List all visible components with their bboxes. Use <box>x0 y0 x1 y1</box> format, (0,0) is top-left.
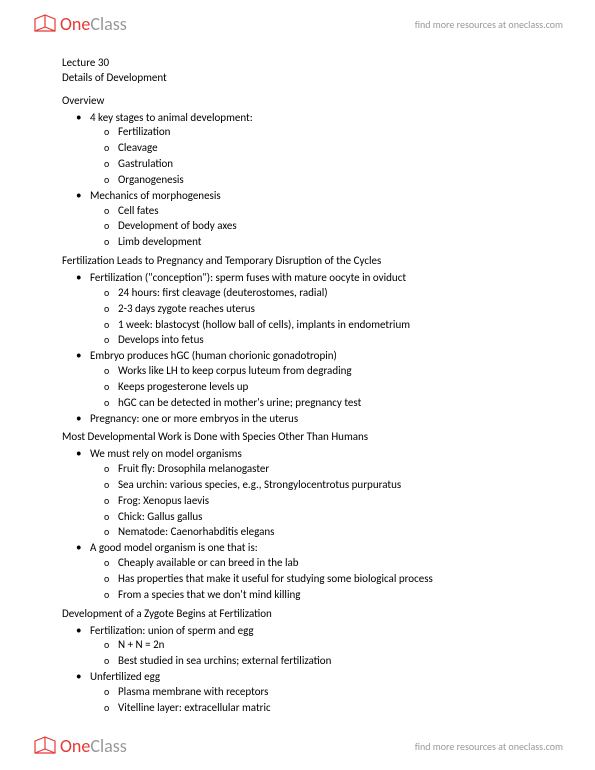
list-item-text: Pregnancy: one or more embryos in the ut… <box>90 412 298 425</box>
list-item: Fruit fly: Drosophila melanogaster <box>118 462 533 477</box>
list-item: Fertilization <box>118 125 533 140</box>
sub-bullet-list: Plasma membrane with receptorsVitelline … <box>90 685 533 716</box>
list-item-text: Mechanics of morphogenesis <box>90 189 221 202</box>
list-item: 24 hours: first cleavage (deuterostomes,… <box>118 286 533 301</box>
footer-tagline: find more resources at oneclass.com <box>415 740 563 753</box>
section-heading: Development of a Zygote Begins at Fertil… <box>62 607 533 622</box>
list-item: Gastrulation <box>118 157 533 172</box>
list-item: Chick: Gallus gallus <box>118 510 533 525</box>
list-item-text: A good model organism is one that is: <box>90 541 258 554</box>
header-tagline: find more resources at oneclass.com <box>415 18 563 31</box>
list-item: Cell fates <box>118 204 533 219</box>
list-item-text: Fertilization: union of sperm and egg <box>90 624 254 637</box>
sub-bullet-list: N + N = 2nBest studied in sea urchins; e… <box>90 638 533 669</box>
list-item: 4 key stages to animal development:Ferti… <box>90 111 533 188</box>
brand-logo: OneClass <box>32 13 127 35</box>
sub-bullet-list: Cheaply available or can breed in the la… <box>90 556 533 603</box>
list-item: 1 week: blastocyst (hollow ball of cells… <box>118 318 533 333</box>
list-item: Cleavage <box>118 141 533 156</box>
list-item: Mechanics of morphogenesis Cell fatesDeve… <box>90 189 533 250</box>
sub-bullet-list: Cell fatesDevelopment of body axesLimb d… <box>90 204 533 251</box>
title-block: Lecture 30 Details of Development <box>62 56 533 86</box>
section-heading: Fertilization Leads to Pregnancy and Tem… <box>62 254 533 269</box>
list-item: Vitelline layer: extracellular matric <box>118 701 533 716</box>
list-item: Cheaply available or can breed in the la… <box>118 556 533 571</box>
sub-bullet-list: Fruit fly: Drosophila melanogasterSea ur… <box>90 462 533 540</box>
list-item: Works like LH to keep corpus luteum from… <box>118 364 533 379</box>
list-item: Nematode: Caenorhabditis elegans <box>118 525 533 540</box>
list-item: Fertilization ("conception"): sperm fuse… <box>90 271 533 348</box>
list-item: A good model organism is one that is: Che… <box>90 541 533 602</box>
logo-text-one: One <box>60 735 90 757</box>
sub-bullet-list: 24 hours: first cleavage (deuterostomes,… <box>90 286 533 348</box>
list-item: Develops into fetus <box>118 333 533 348</box>
list-item-text: Unfertilized egg <box>90 670 160 683</box>
bullet-list: We must rely on model organisms Fruit fly… <box>62 447 533 602</box>
logo-text-class: Class <box>90 13 126 35</box>
logo-icon <box>32 735 58 757</box>
list-item-text: 4 key stages to animal development: <box>90 111 253 124</box>
list-item: Limb development <box>118 235 533 250</box>
header: OneClass find more resources at oneclass… <box>0 0 595 48</box>
list-item-text: Fertilization ("conception"): sperm fuse… <box>90 271 406 284</box>
list-item-text: Embryo produces hGC (human chorionic gon… <box>90 349 337 362</box>
list-item: Unfertilized egg Plasma membrane with rec… <box>90 670 533 716</box>
lecture-subtitle: Details of Development <box>62 71 533 86</box>
brand-logo-footer: OneClass <box>32 735 127 757</box>
list-item: Plasma membrane with receptors <box>118 685 533 700</box>
logo-text-class: Class <box>90 735 126 757</box>
list-item: N + N = 2n <box>118 638 533 653</box>
list-item: Embryo produces hGC (human chorionic gon… <box>90 349 533 410</box>
section-heading: Overview <box>62 94 533 109</box>
document-content: Lecture 30 Details of Development Overvi… <box>0 48 595 765</box>
list-item: hGC can be detected in mother's urine; p… <box>118 396 533 411</box>
list-item: Pregnancy: one or more embryos in the ut… <box>90 412 533 427</box>
list-item-text: We must rely on model organisms <box>90 447 242 460</box>
logo-icon <box>32 13 58 35</box>
list-item: Keeps progesterone levels up <box>118 380 533 395</box>
list-item: We must rely on model organisms Fruit fly… <box>90 447 533 540</box>
footer: OneClass find more resources at oneclass… <box>0 722 595 770</box>
list-item: Frog: Xenopus laevis <box>118 494 533 509</box>
list-item: Has properties that make it useful for s… <box>118 572 533 587</box>
bullet-list: 4 key stages to animal development:Ferti… <box>62 111 533 251</box>
logo-text-one: One <box>60 13 90 35</box>
sub-bullet-list: Works like LH to keep corpus luteum from… <box>90 364 533 411</box>
list-item: Fertilization: union of sperm and eggN +… <box>90 624 533 670</box>
list-item: From a species that we don't mind killin… <box>118 588 533 603</box>
bullet-list: Fertilization: union of sperm and eggN +… <box>62 624 533 716</box>
lecture-number: Lecture 30 <box>62 56 533 71</box>
list-item: Development of body axes <box>118 219 533 234</box>
bullet-list: Fertilization ("conception"): sperm fuse… <box>62 271 533 426</box>
list-item: Sea urchin: various species, e.g., Stron… <box>118 478 533 493</box>
sub-bullet-list: FertilizationCleavageGastrulationOrganog… <box>90 125 533 187</box>
list-item: 2-3 days zygote reaches uterus <box>118 302 533 317</box>
list-item: Best studied in sea urchins; external fe… <box>118 654 533 669</box>
section-heading: Most Developmental Work is Done with Spe… <box>62 430 533 445</box>
list-item: Organogenesis <box>118 173 533 188</box>
